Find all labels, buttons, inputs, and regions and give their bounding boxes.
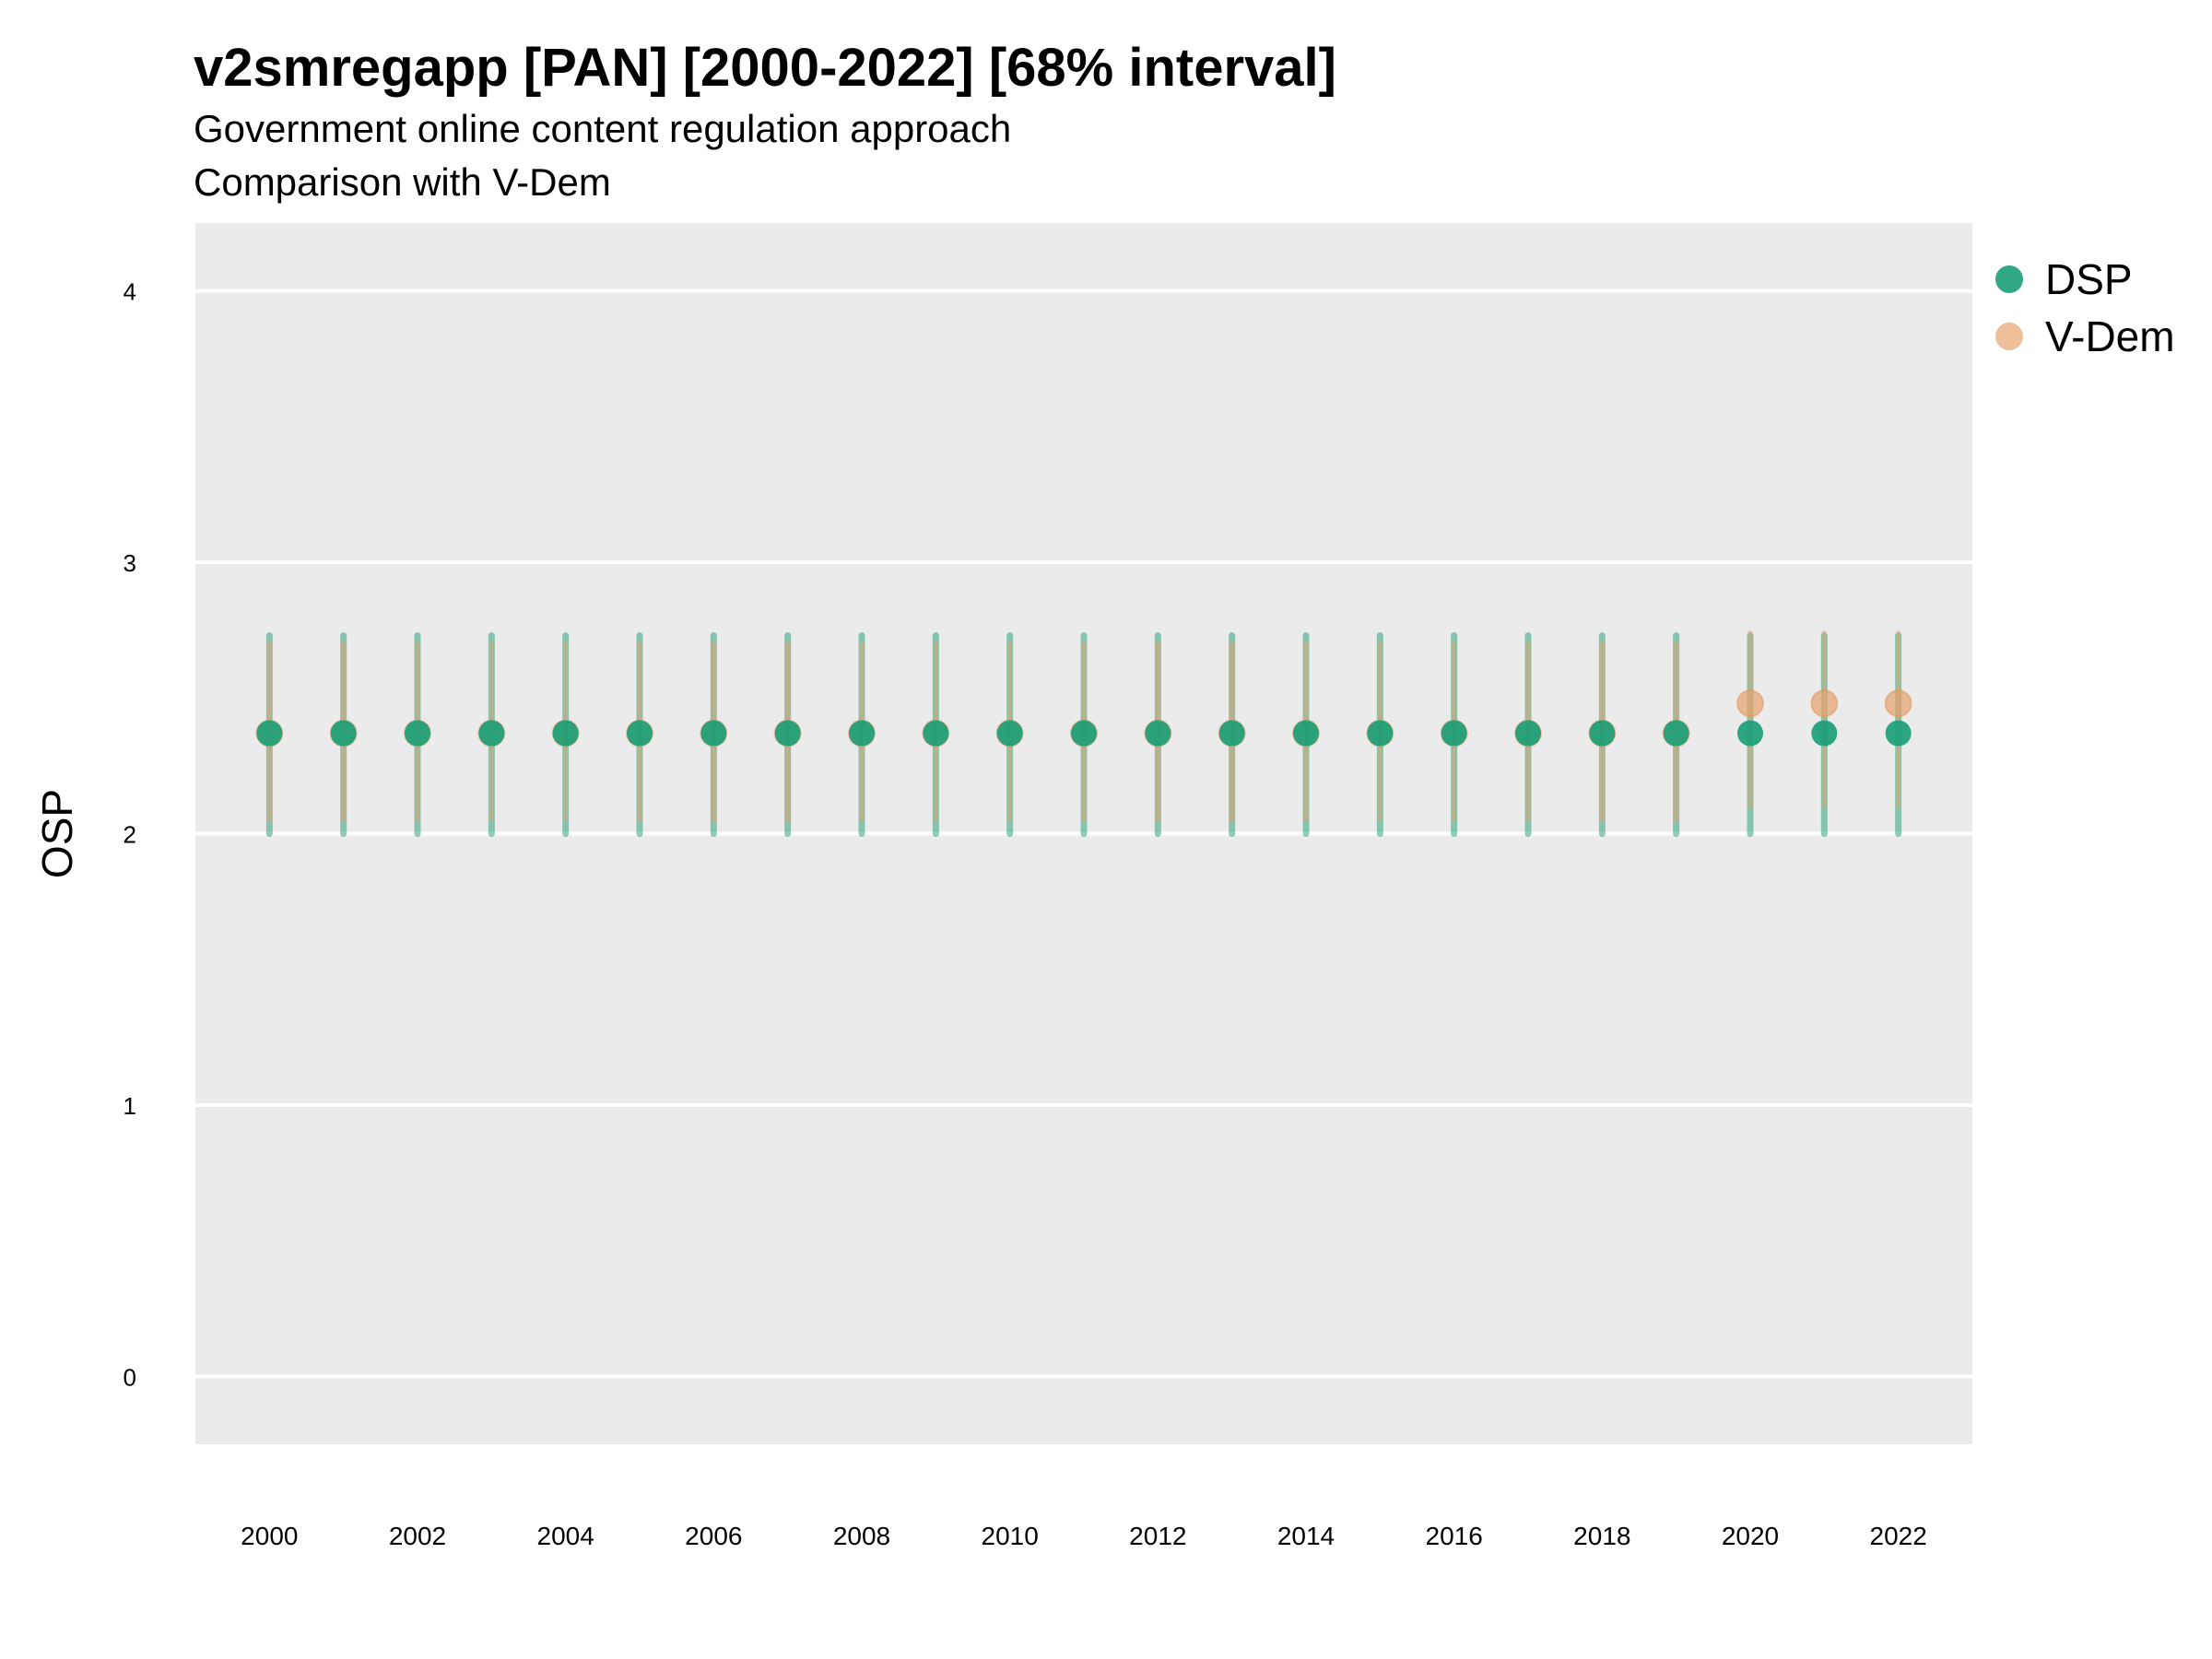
legend-label-dsp: DSP (2045, 255, 2133, 303)
dsp-point (1515, 720, 1541, 747)
dsp-point (1293, 720, 1319, 747)
y-axis-title: OSP (33, 789, 81, 878)
legend: DSP V-Dem (1995, 251, 2175, 365)
dsp-point (552, 720, 579, 747)
dsp-point (405, 720, 430, 747)
dsp-point (774, 720, 801, 747)
x-tick-label: 2018 (1573, 1522, 1630, 1550)
x-tick-label: 2014 (1277, 1522, 1335, 1550)
y-tick-label: 1 (124, 1092, 136, 1120)
legend-item-vdem: V-Dem (1995, 308, 2175, 365)
legend-key-vdem (1995, 323, 2023, 350)
vdem-point (1736, 689, 1764, 718)
dsp-point (1885, 720, 1912, 747)
x-tick-label: 2002 (389, 1522, 446, 1550)
dsp-point (1218, 720, 1245, 747)
legend-label-vdem: V-Dem (2045, 312, 2175, 360)
dsp-point (1589, 720, 1616, 747)
x-tick-label: 2010 (982, 1522, 1039, 1550)
legend-key-dsp (1995, 265, 2023, 293)
vdem-point (1810, 689, 1839, 718)
legend-item-dsp: DSP (1995, 251, 2175, 308)
dsp-point (1441, 720, 1467, 747)
dsp-point (330, 720, 357, 747)
dsp-point (1663, 720, 1689, 747)
y-tick-label: 0 (124, 1363, 136, 1391)
vdem-point (1884, 689, 1912, 718)
y-tick-label: 4 (124, 278, 136, 306)
dsp-point (1071, 720, 1097, 747)
x-tick-label: 2006 (685, 1522, 742, 1550)
dsp-point (1145, 720, 1171, 747)
y-tick-label: 2 (124, 821, 136, 849)
dsp-point (923, 720, 949, 747)
dsp-point (849, 720, 875, 747)
x-tick-label: 2020 (1722, 1522, 1779, 1550)
dsp-point (478, 720, 505, 747)
x-tick-label: 2016 (1426, 1522, 1483, 1550)
x-tick-label: 2004 (537, 1522, 594, 1550)
dsp-point (996, 720, 1023, 747)
x-tick-label: 2012 (1129, 1522, 1186, 1550)
chart-caption: Comparison with V-Dem (194, 160, 611, 204)
dsp-point (1811, 720, 1838, 747)
chart-title: v2smregapp [PAN] [2000-2022] [68% interv… (194, 38, 1336, 98)
x-tick-label: 2008 (833, 1522, 890, 1550)
dsp-point (1367, 720, 1394, 747)
chart-subtitle: Government online content regulation app… (194, 107, 1012, 150)
dsp-point (1737, 720, 1763, 747)
y-tick-label: 3 (124, 549, 136, 577)
dsp-point (700, 720, 727, 747)
x-tick-label: 2022 (1870, 1522, 1927, 1550)
dsp-point (627, 720, 653, 747)
x-tick-label: 2000 (241, 1522, 298, 1550)
dsp-point (256, 720, 283, 747)
